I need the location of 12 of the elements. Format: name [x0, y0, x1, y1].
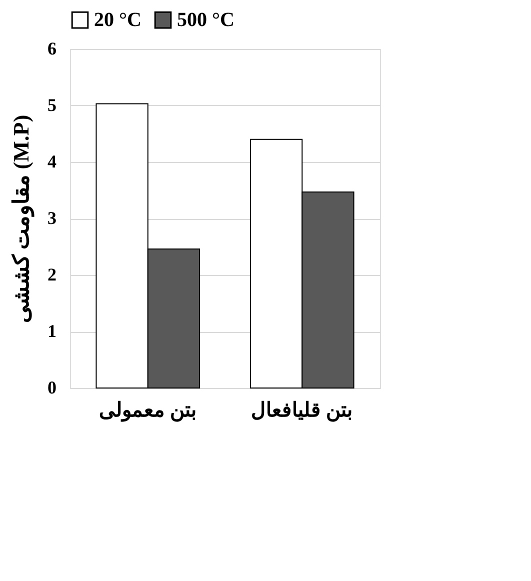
y-tick-label: 4	[48, 152, 56, 172]
y-tick-label: 3	[48, 208, 56, 228]
legend-label: 500 °C	[177, 9, 234, 32]
y-axis-title: مقاومت کششی (M.P)	[8, 114, 34, 324]
y-tick-label: 2	[48, 264, 56, 284]
y-tick-label: 0	[48, 378, 56, 398]
y-tick-label: 1	[48, 321, 56, 341]
legend-label: 20 °C	[94, 9, 142, 32]
y-tick-label: 6	[48, 38, 56, 58]
x-tick-label: بتن قلیافعال	[251, 400, 354, 422]
y-tick-label: 5	[48, 95, 56, 115]
x-tick-label: بتن معمولی	[98, 400, 197, 422]
